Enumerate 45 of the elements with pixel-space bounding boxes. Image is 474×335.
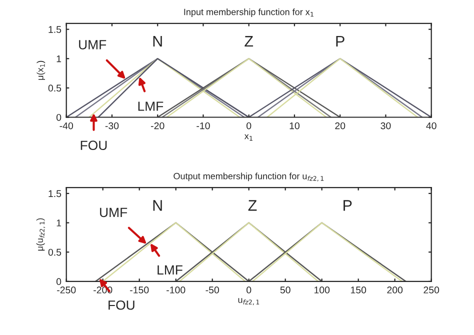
- x-axis-title: u$_{fz2,1}$: [238, 298, 260, 306]
- y-tick-label: 0.5: [48, 84, 62, 92]
- annotation: Z: [248, 200, 257, 211]
- x-tick-label: 250: [424, 286, 440, 294]
- annotation: UMF: [100, 208, 128, 218]
- y-tick-label: 0: [56, 278, 62, 286]
- y-tick-label: 0.5: [48, 248, 62, 256]
- x-tick-label: -50: [206, 286, 219, 294]
- y-tick-label: 1.5: [48, 26, 62, 33]
- x-tick-label: -30: [105, 122, 119, 130]
- x-tick-label: 40: [426, 122, 436, 130]
- y-tick-label: 0: [56, 114, 62, 121]
- x-tick-label: 30: [380, 122, 391, 130]
- x-tick-label: 0: [246, 122, 252, 130]
- y-tick-label: 1.5: [48, 190, 62, 198]
- x-tick-label: -10: [196, 122, 210, 130]
- annotation: P: [336, 36, 344, 47]
- x-tick-label: 50: [280, 286, 290, 294]
- y-axis-title: μ(x$_{1}$): [36, 60, 46, 80]
- x-tick-label: 150: [350, 286, 366, 294]
- x-tick-label: -40: [60, 122, 74, 130]
- x-tick-label: -250: [57, 286, 76, 294]
- annotation: LMF: [158, 265, 182, 274]
- x-tick-label: 100: [314, 286, 330, 294]
- annotation: N: [153, 200, 162, 211]
- annotation: LMF: [138, 102, 164, 111]
- x-tick-label: -150: [130, 286, 149, 294]
- annotation: P: [344, 200, 352, 211]
- chart-title: Output membership function for u$_{fz2,1}$: [174, 172, 324, 182]
- x-tick-label: 200: [387, 286, 403, 294]
- chart-title: Input membership function for x$_{1}$: [184, 8, 314, 17]
- y-axis-title: μ(u$_{fz2,1}$): [36, 218, 46, 251]
- x-axis-title: x$_{1}$: [244, 134, 252, 141]
- annotation: UMF: [79, 40, 106, 50]
- annotation: N: [153, 36, 162, 47]
- annotation: FOU: [80, 140, 107, 150]
- y-tick-label: 1: [56, 220, 62, 226]
- x-tick-label: -20: [151, 122, 164, 130]
- annotation: FOU: [108, 300, 134, 310]
- x-tick-label: 0: [246, 286, 252, 294]
- x-tick-label: 20: [335, 122, 346, 130]
- annotation: Z: [244, 36, 254, 47]
- x-tick-label: 10: [290, 122, 300, 130]
- x-tick-label: -100: [166, 286, 186, 294]
- y-tick-label: 1: [56, 55, 62, 62]
